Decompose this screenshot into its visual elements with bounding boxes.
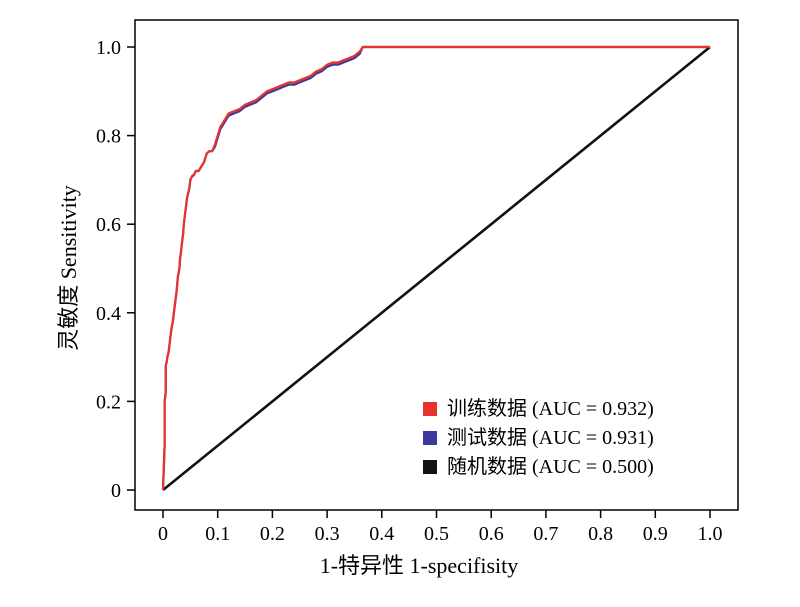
x-tick-label: 0 [158,523,168,545]
legend-swatch [423,460,437,474]
x-tick-label: 0.5 [424,523,449,545]
x-tick-label: 0.8 [588,523,613,545]
y-tick-label: 0.6 [96,214,121,236]
x-axis-label: 1-特异性 1-specifisity [320,553,519,578]
legend-label: 训练数据 (AUC = 0.932) [447,397,654,420]
legend-swatch [423,431,437,445]
x-tick-label: 0.4 [369,523,394,545]
y-tick-label: 0.2 [96,391,121,413]
x-tick-label: 0.6 [479,523,504,545]
x-tick-label: 1.0 [698,523,723,545]
x-tick-label: 0.2 [260,523,285,545]
legend-label: 随机数据 (AUC = 0.500) [447,455,654,478]
x-tick-label: 0.7 [533,523,558,545]
y-tick-label: 0.4 [96,303,121,325]
series-layer [161,45,711,492]
x-tick-label: 0.1 [205,523,230,545]
x-axis-ticks: 0 0.1 0.2 0.3 0.4 0.5 0.6 0.7 0.8 0.9 1.0 [158,510,723,545]
y-tick-label: 1.0 [96,37,121,59]
y-tick-label: 0.8 [96,126,121,148]
legend-swatch [423,402,437,416]
series-line-2 [162,45,711,492]
y-axis-ticks: 0 0.2 0.4 0.6 0.8 1.0 [96,37,135,502]
y-axis-label: 灵敏度 Sensitivity [56,185,81,351]
series-line-0 [161,45,710,491]
legend: 训练数据 (AUC = 0.932) 测试数据 (AUC = 0.931) 随机数据… [423,397,654,478]
y-tick-label: 0 [111,480,121,502]
legend-label: 测试数据 (AUC = 0.931) [447,426,654,449]
x-tick-label: 0.3 [315,523,340,545]
x-tick-label: 0.9 [643,523,668,545]
